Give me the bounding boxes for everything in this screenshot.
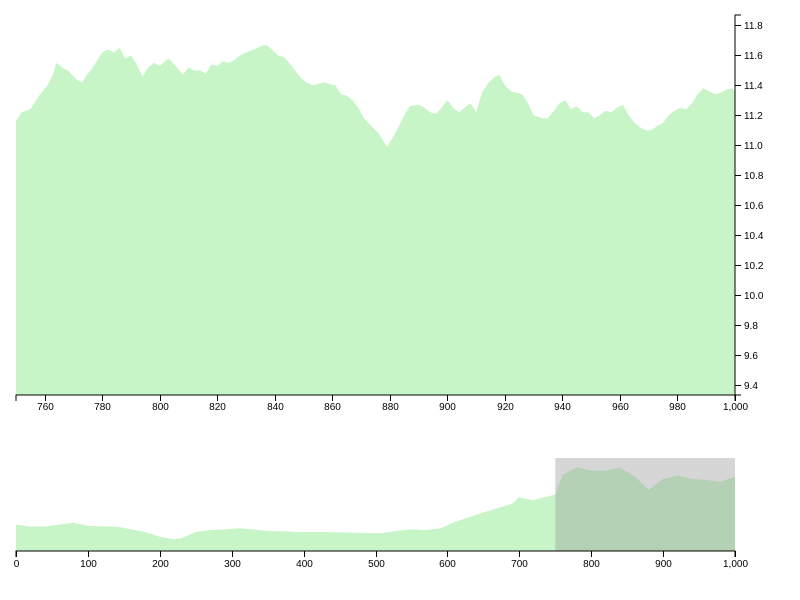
focus-x-tick-label: 780	[94, 402, 111, 413]
context-x-tick-label: 0	[14, 559, 20, 570]
context-area-series	[16, 467, 735, 551]
context-x-tick-label: 900	[655, 559, 672, 570]
focus-y-tick-label: 10.6	[744, 201, 764, 212]
focus-x-tick-label: 920	[497, 402, 514, 413]
focus-y-tick-label: 9.8	[744, 321, 758, 332]
context-x-axis: 0 100 200 300 400 500 600 700 800 900 1,000	[14, 550, 748, 570]
context-x-tick-label: 600	[439, 559, 456, 570]
context-x-tick-label: 400	[296, 559, 313, 570]
context-x-tick-label: 100	[80, 559, 97, 570]
focus-x-tick-label: 820	[209, 402, 226, 413]
context-x-tick-label: 300	[224, 559, 241, 570]
focus-y-tick-label: 10.0	[744, 291, 764, 302]
context-x-tick-label: 500	[368, 559, 385, 570]
focus-y-tick-label: 10.2	[744, 261, 764, 272]
focus-y-axis: 9.4 9.6 9.8 10.0 10.2 10.4 10.6 10.8 11.0 11.2 11.…	[734, 14, 764, 396]
focus-x-tick-label: 960	[612, 402, 629, 413]
focus-x-tick-label: 1,000	[723, 402, 748, 413]
focus-chart: 760 780 800 820 840 860 880 900 920 940 960 980 1,00…	[15, 14, 764, 413]
focus-y-tick-label: 9.6	[744, 351, 758, 362]
context-x-tick-label: 700	[511, 559, 528, 570]
focus-y-tick-label: 11.0	[744, 141, 763, 152]
focus-x-tick-label: 980	[669, 402, 686, 413]
focus-y-tick-label: 9.4	[744, 381, 758, 392]
context-x-tick-label: 200	[152, 559, 169, 570]
focus-y-tick-label: 11.8	[744, 21, 763, 32]
focus-y-tick-label: 11.6	[744, 51, 763, 62]
context-chart: 0 100 200 300 400 500 600 700 800 900 1,000	[14, 458, 748, 570]
focus-x-tick-label: 840	[267, 402, 284, 413]
context-x-axis-domain	[15, 550, 736, 557]
focus-y-tick-label: 11.4	[744, 81, 763, 92]
focus-y-tick-label: 10.4	[744, 231, 764, 242]
focus-y-tick-label: 10.8	[744, 171, 764, 182]
focus-x-axis: 760 780 800 820 840 860 880 900 920 940 960 980 1,00…	[15, 394, 748, 413]
focus-x-tick-label: 800	[152, 402, 169, 413]
focus-x-tick-label: 900	[439, 402, 456, 413]
focus-y-tick-label: 11.2	[744, 111, 763, 122]
focus-x-tick-label: 880	[382, 402, 399, 413]
focus-x-tick-label: 860	[324, 402, 341, 413]
brush-selection[interactable]	[555, 458, 735, 551]
focus-x-axis-domain	[15, 394, 736, 401]
context-x-tick-label: 1,000	[723, 559, 748, 570]
focus-x-tick-label: 940	[554, 402, 571, 413]
context-x-tick-label: 800	[583, 559, 600, 570]
focus-x-tick-label: 760	[37, 402, 54, 413]
focus-area-series	[16, 44, 735, 396]
